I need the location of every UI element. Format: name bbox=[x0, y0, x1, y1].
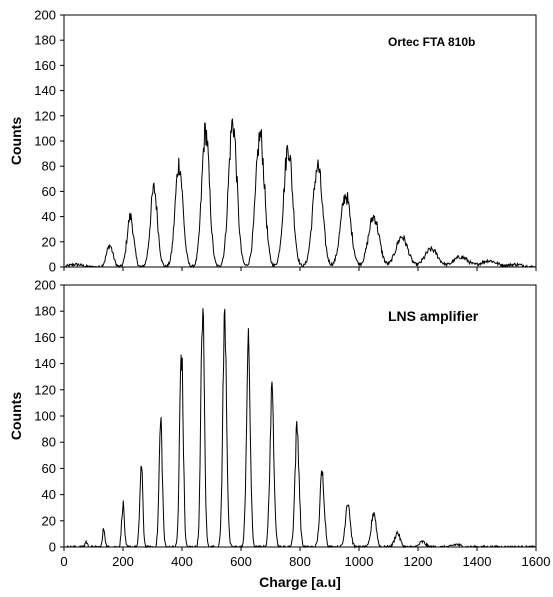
annotation-top: Ortec FTA 810b bbox=[388, 35, 475, 49]
y-tick-label: 80 bbox=[42, 435, 56, 450]
y-axis-title-top: Counts bbox=[8, 117, 24, 165]
x-tick-label: 0 bbox=[60, 554, 67, 569]
y-ticks-top: 0 20 40 60 80 100 120 140 160 180 200 bbox=[34, 8, 64, 275]
x-ticks-top bbox=[63, 267, 537, 271]
y-tick-label: 60 bbox=[42, 184, 56, 199]
x-tick-label: 1400 bbox=[463, 554, 492, 569]
y-tick-label: 180 bbox=[34, 33, 56, 48]
x-axis-title: Charge [a.u] bbox=[259, 574, 341, 590]
y-tick-label: 140 bbox=[34, 356, 56, 371]
x-ticks-bottom: 0 200 400 600 800 1000 1200 1400 1600 bbox=[60, 547, 550, 569]
y-tick-label: 100 bbox=[34, 409, 56, 424]
x-tick-label: 400 bbox=[171, 554, 193, 569]
y-ticks-bottom: 0 20 40 60 80 100 120 140 160 180 200 bbox=[34, 278, 64, 555]
y-tick-label: 100 bbox=[34, 134, 56, 149]
y-tick-label: 200 bbox=[34, 8, 56, 23]
x-tick-label: 600 bbox=[230, 554, 252, 569]
y-tick-label: 60 bbox=[42, 461, 56, 476]
series-line-bottom bbox=[65, 308, 535, 549]
y-tick-label: 200 bbox=[34, 278, 56, 293]
y-tick-label: 20 bbox=[42, 513, 56, 528]
y-tick-label: 40 bbox=[42, 487, 56, 502]
plot-area-top bbox=[63, 14, 537, 268]
annotation-bottom: LNS amplifier bbox=[388, 308, 479, 324]
x-tick-label: 200 bbox=[112, 554, 134, 569]
series-line-top bbox=[65, 118, 535, 269]
y-tick-label: 140 bbox=[34, 83, 56, 98]
x-tick-label: 1000 bbox=[345, 554, 374, 569]
y-tick-label: 160 bbox=[34, 330, 56, 345]
x-tick-label: 1600 bbox=[522, 554, 551, 569]
y-tick-label: 120 bbox=[34, 108, 56, 123]
panel-bottom: 0 20 40 60 80 100 120 140 160 180 200 0 200 400 600 80… bbox=[8, 278, 550, 591]
y-tick-label: 160 bbox=[34, 58, 56, 73]
x-tick-label: 1200 bbox=[404, 554, 433, 569]
y-tick-label: 0 bbox=[49, 540, 56, 555]
y-tick-label: 80 bbox=[42, 159, 56, 174]
y-tick-label: 0 bbox=[49, 260, 56, 275]
y-tick-label: 180 bbox=[34, 304, 56, 319]
panel-top: 0 20 40 60 80 100 120 140 160 180 200 Ortec FTA 81… bbox=[8, 8, 537, 275]
y-tick-label: 120 bbox=[34, 382, 56, 397]
y-axis-title-bottom: Counts bbox=[8, 392, 24, 440]
y-tick-label: 20 bbox=[42, 234, 56, 249]
x-tick-label: 800 bbox=[289, 554, 311, 569]
y-tick-label: 40 bbox=[42, 209, 56, 224]
